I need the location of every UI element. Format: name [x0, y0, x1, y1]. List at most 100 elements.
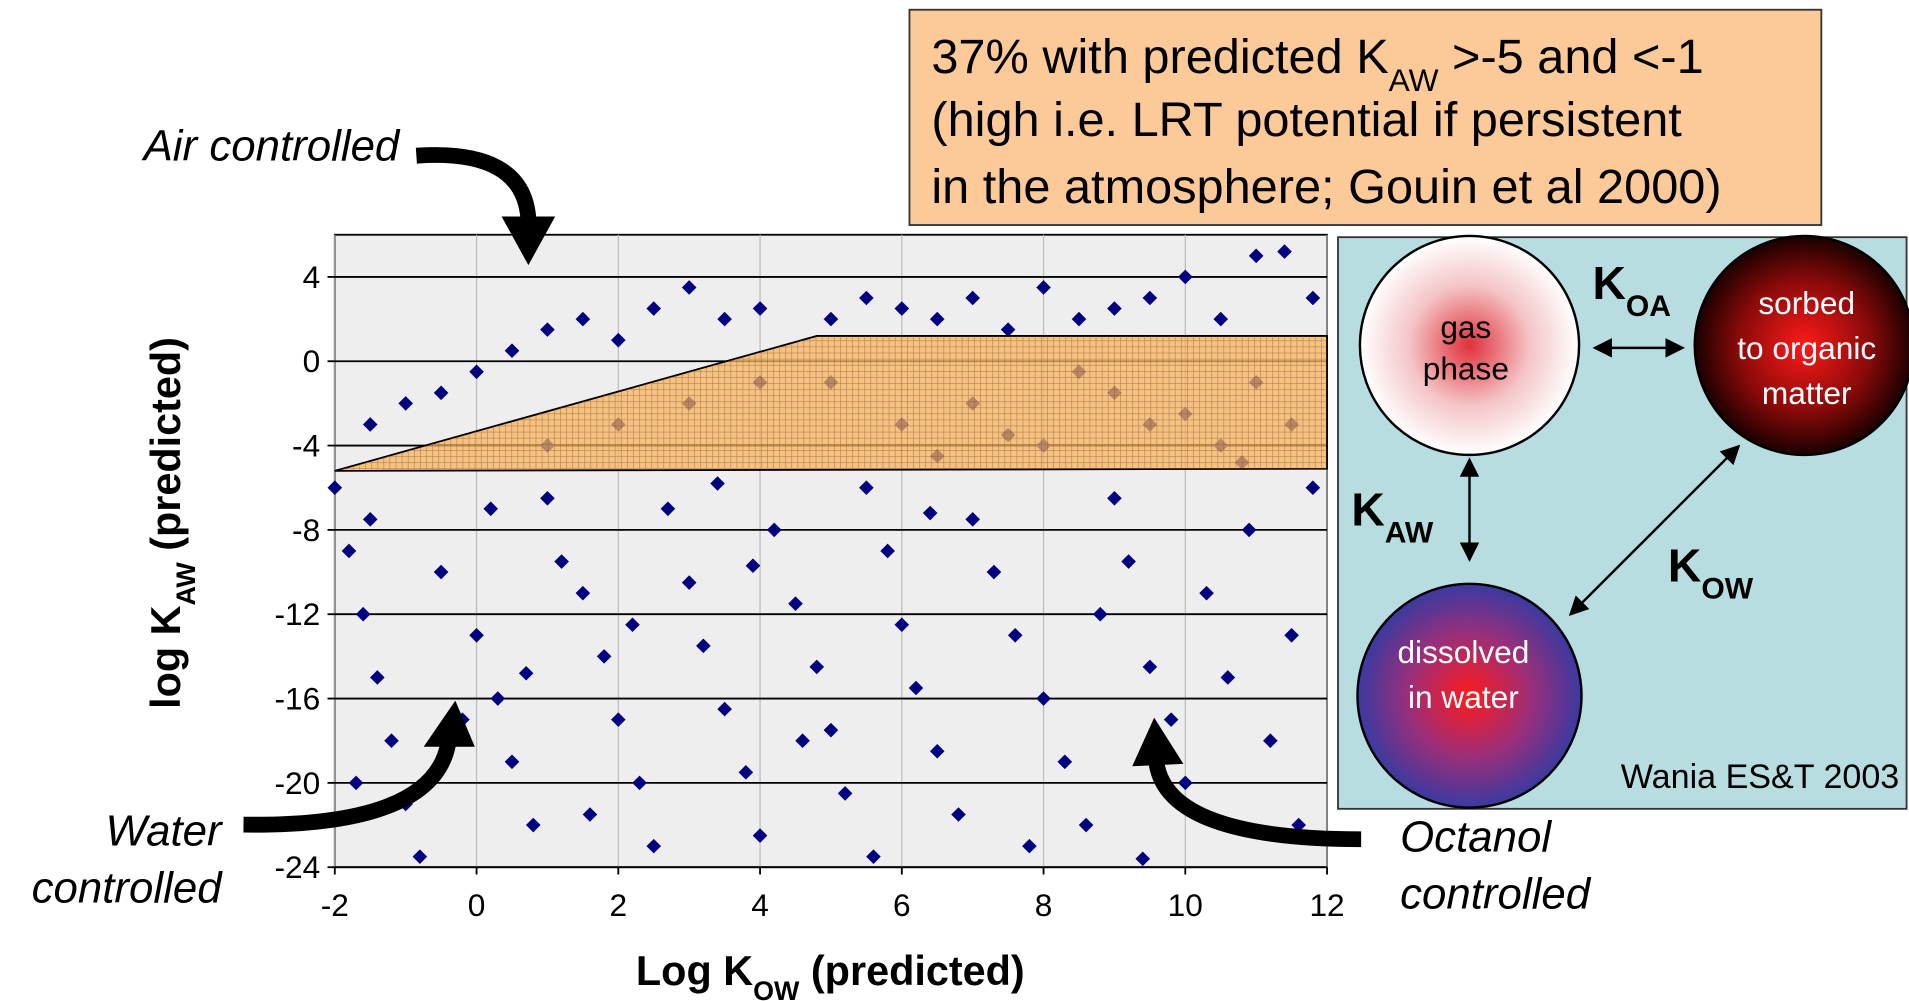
- point: [866, 849, 881, 864]
- point: [929, 743, 945, 759]
- point: [518, 665, 534, 681]
- point: [880, 543, 895, 559]
- annotation: controlled: [1400, 870, 1592, 919]
- y-tick-label: 0: [303, 343, 321, 379]
- node-label: to organic: [1737, 330, 1876, 366]
- y-tick-label: -24: [274, 849, 320, 885]
- point: [752, 828, 768, 843]
- node-water: [1356, 582, 1583, 809]
- point: [341, 543, 357, 559]
- point: [1220, 670, 1236, 685]
- callout-part: 37% with predicted K: [931, 30, 1388, 84]
- edge-label-sub: OA: [1626, 290, 1671, 323]
- point: [575, 585, 591, 601]
- callout-line: in the atmosphere; Gouin et al 2000): [931, 160, 1721, 214]
- point: [1036, 691, 1051, 706]
- x-tick-label: 8: [1035, 887, 1053, 923]
- point: [745, 558, 761, 574]
- point: [1284, 628, 1299, 643]
- point: [433, 385, 449, 401]
- x-tick-label: 10: [1168, 887, 1203, 923]
- point: [632, 775, 647, 791]
- edge-label: KAW: [1351, 483, 1433, 548]
- arrow: [415, 147, 537, 220]
- edge-label-part: K: [1668, 539, 1701, 591]
- node-label: gas: [1440, 309, 1491, 345]
- point: [490, 691, 506, 706]
- point: [1007, 628, 1023, 643]
- point: [908, 680, 924, 696]
- point: [610, 712, 626, 727]
- point: [951, 807, 966, 822]
- point: [859, 480, 874, 496]
- y-tick-label: -20: [274, 765, 320, 801]
- point: [859, 290, 874, 306]
- edge-label-part: K: [1351, 483, 1384, 535]
- edge-label: KOW: [1668, 539, 1754, 604]
- callout-line: 37% with predicted KAW >-5 and <-1: [931, 30, 1703, 98]
- callout-box: [908, 8, 1823, 226]
- point: [433, 564, 449, 580]
- node-gas: [1358, 234, 1581, 457]
- point: [1277, 244, 1292, 259]
- point: [1135, 851, 1151, 867]
- edge: [1568, 444, 1741, 616]
- point: [1000, 322, 1016, 337]
- point: [986, 564, 1002, 580]
- point: [327, 480, 343, 496]
- point: [809, 659, 825, 675]
- x-label-part: (predicted): [799, 948, 1024, 994]
- node-label: dissolved: [1397, 634, 1529, 670]
- callout-line: (high i.e. LRT potential if persistent: [931, 93, 1682, 147]
- point: [348, 775, 364, 791]
- point: [1022, 838, 1037, 854]
- arrowhead: [501, 216, 556, 266]
- arrow: [1148, 762, 1362, 848]
- annotation: Air controlled: [141, 122, 401, 171]
- node-label: matter: [1762, 375, 1852, 411]
- y-label-part: (predicted): [143, 337, 189, 562]
- point: [370, 670, 385, 685]
- y-tick-label: -4: [292, 428, 320, 464]
- annotation: controlled: [32, 864, 224, 913]
- point: [625, 617, 640, 633]
- y-tick-label: -12: [274, 596, 320, 632]
- y-label-part: log K: [143, 605, 189, 708]
- point: [610, 332, 626, 348]
- point: [681, 575, 697, 590]
- point: [1248, 248, 1264, 264]
- region-group: [334, 335, 1328, 472]
- point: [788, 596, 803, 611]
- y-axis-label: log KAW (predicted): [143, 337, 201, 709]
- point: [1305, 290, 1321, 306]
- edge-label-sub: AW: [1385, 516, 1434, 549]
- point: [412, 849, 428, 864]
- point: [1263, 733, 1278, 749]
- point: [362, 417, 378, 432]
- edge-label: KOA: [1592, 257, 1671, 322]
- y-label-sub: AW: [171, 562, 201, 606]
- point: [1177, 269, 1193, 285]
- point: [1121, 554, 1136, 569]
- x-tick-label: 0: [468, 887, 486, 923]
- x-tick-label: 6: [893, 887, 911, 923]
- x-label-part: Log K: [636, 948, 753, 994]
- node-label: in water: [1408, 679, 1519, 715]
- edge-label-part: K: [1592, 257, 1625, 309]
- point: [540, 322, 555, 337]
- point: [795, 733, 810, 749]
- point: [1305, 480, 1321, 496]
- point: [646, 301, 662, 316]
- node-label: sorbed: [1758, 285, 1855, 321]
- annotation: Octanol: [1400, 812, 1552, 861]
- x-label-sub: OW: [753, 976, 800, 1001]
- point: [483, 501, 499, 517]
- callout-part: >-5 and <-1: [1438, 30, 1703, 84]
- arrowhead: [1132, 717, 1184, 767]
- point: [894, 617, 910, 633]
- point: [1057, 754, 1073, 770]
- point: [752, 301, 768, 316]
- point: [1177, 775, 1193, 791]
